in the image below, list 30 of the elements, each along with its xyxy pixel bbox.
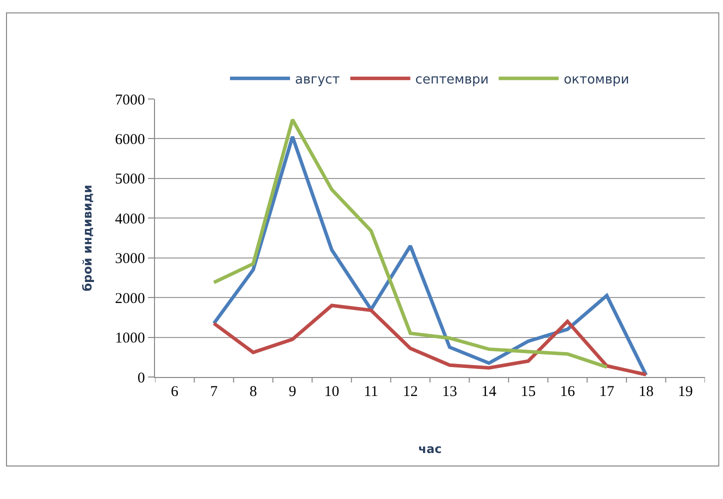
y-tick-label: 2000: [115, 290, 145, 307]
x-tick-label: 19: [678, 384, 693, 400]
x-tick-label: 16: [560, 384, 576, 400]
x-tick-label: 7: [210, 384, 218, 400]
x-tick-label: 14: [481, 384, 497, 400]
x-tick-label: 13: [442, 384, 458, 400]
x-tick-label: 15: [520, 384, 536, 400]
y-tick-label: 5000: [115, 172, 145, 188]
x-tick-label: 8: [249, 384, 257, 400]
legend-label: септември: [415, 72, 489, 88]
y-tick-label: 7000: [115, 92, 145, 108]
x-tick-label: 12: [402, 384, 418, 400]
line-series: [212, 118, 609, 369]
line-series: [212, 134, 648, 377]
y-tick-label: 6000: [115, 132, 145, 148]
y-tick-label: 1000: [115, 330, 145, 347]
y-tick-label: 3000: [115, 251, 145, 268]
x-tick-label: 10: [324, 384, 340, 400]
y-tick-label: 0: [138, 370, 145, 386]
x-tick-label: 6: [170, 384, 179, 400]
legend-label: октомври: [564, 72, 630, 88]
x-tick-label: 18: [638, 384, 654, 400]
y-axis-title: брой индивиди: [80, 184, 94, 292]
x-tick-label: 9: [288, 384, 296, 400]
line-series: [212, 304, 648, 376]
x-tick-label: 17: [599, 384, 615, 400]
x-axis-title: час: [418, 442, 442, 456]
y-tick-label: 4000: [115, 211, 145, 228]
legend-label: август: [295, 72, 340, 88]
x-tick-label: 11: [364, 384, 378, 400]
